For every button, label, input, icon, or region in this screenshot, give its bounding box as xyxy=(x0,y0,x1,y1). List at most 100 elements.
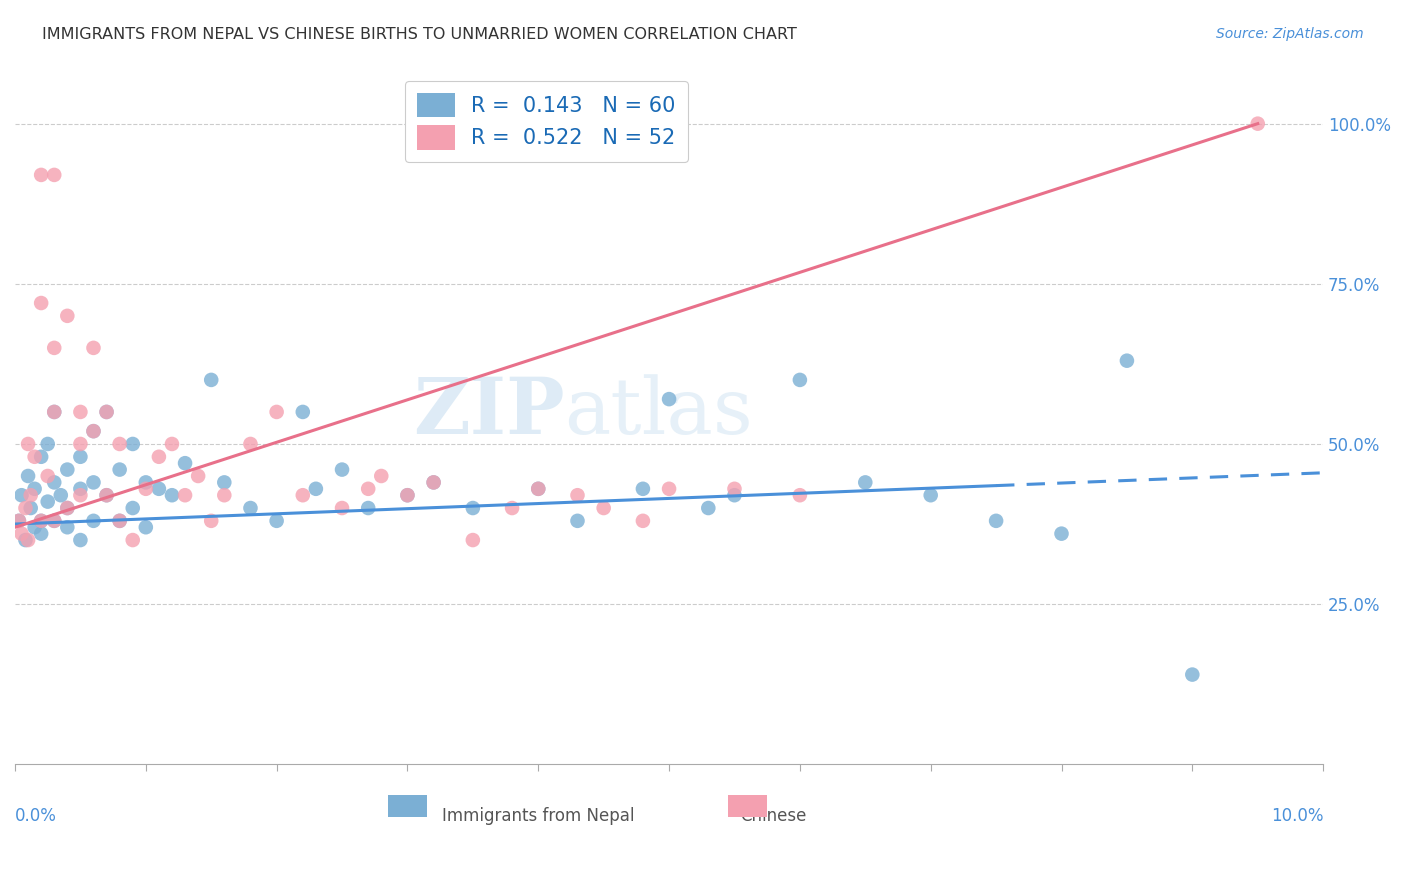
Point xyxy=(697,501,720,516)
Point xyxy=(527,482,550,496)
Point xyxy=(96,488,118,502)
Text: 10.0%: 10.0% xyxy=(1271,806,1323,824)
Point xyxy=(10,488,32,502)
Point xyxy=(82,424,104,438)
Point xyxy=(14,501,37,516)
Point xyxy=(30,514,52,528)
Text: Immigrants from Nepal: Immigrants from Nepal xyxy=(441,806,634,824)
Point xyxy=(24,520,46,534)
Point xyxy=(148,482,170,496)
Point xyxy=(723,482,745,496)
Point xyxy=(30,296,52,310)
Point xyxy=(44,514,66,528)
Point xyxy=(723,488,745,502)
Point xyxy=(187,469,209,483)
Point xyxy=(82,341,104,355)
Point xyxy=(96,405,118,419)
Text: atlas: atlas xyxy=(564,374,754,450)
Point xyxy=(200,514,222,528)
Point xyxy=(461,533,484,547)
Point xyxy=(658,392,681,406)
Point xyxy=(82,514,104,528)
Point xyxy=(96,488,118,502)
Point xyxy=(108,437,131,451)
Point xyxy=(461,501,484,516)
Point xyxy=(20,501,42,516)
Point xyxy=(37,437,59,451)
Point xyxy=(789,373,811,387)
Point xyxy=(20,488,42,502)
Point xyxy=(266,405,288,419)
Point xyxy=(422,475,444,490)
Point xyxy=(527,482,550,496)
Point xyxy=(291,405,314,419)
Point xyxy=(330,501,353,516)
Point xyxy=(370,469,392,483)
Point xyxy=(69,405,91,419)
Point xyxy=(24,450,46,464)
Point xyxy=(1181,667,1204,681)
Point xyxy=(789,488,811,502)
Point xyxy=(214,488,236,502)
Point xyxy=(592,501,614,516)
Point xyxy=(357,501,380,516)
Point xyxy=(17,437,39,451)
Point xyxy=(56,520,79,534)
Point xyxy=(49,488,72,502)
Point xyxy=(239,501,262,516)
Point xyxy=(422,475,444,490)
Point xyxy=(920,488,942,502)
Point xyxy=(56,501,79,516)
Point xyxy=(239,437,262,451)
Point xyxy=(10,526,32,541)
Point xyxy=(631,482,654,496)
Point xyxy=(160,488,183,502)
Point xyxy=(108,462,131,476)
Point xyxy=(44,405,66,419)
Point xyxy=(30,514,52,528)
Point xyxy=(214,475,236,490)
Point xyxy=(174,488,197,502)
Point xyxy=(56,501,79,516)
Point xyxy=(148,450,170,464)
Text: ZIP: ZIP xyxy=(413,374,564,450)
Point xyxy=(30,168,52,182)
Point xyxy=(37,469,59,483)
Point xyxy=(44,514,66,528)
Point xyxy=(1050,526,1073,541)
Point xyxy=(567,488,589,502)
Text: Chinese: Chinese xyxy=(741,806,807,824)
Point xyxy=(121,533,143,547)
Point xyxy=(30,526,52,541)
Point xyxy=(121,501,143,516)
Point xyxy=(121,437,143,451)
Point xyxy=(266,514,288,528)
Legend: R =  0.143   N = 60, R =  0.522   N = 52: R = 0.143 N = 60, R = 0.522 N = 52 xyxy=(405,80,689,162)
Point xyxy=(44,475,66,490)
Point xyxy=(69,450,91,464)
FancyBboxPatch shape xyxy=(728,795,768,817)
Point xyxy=(501,501,523,516)
Point xyxy=(108,514,131,528)
Point xyxy=(44,405,66,419)
Point xyxy=(1116,353,1139,368)
Point xyxy=(82,424,104,438)
Point xyxy=(135,482,157,496)
Text: IMMIGRANTS FROM NEPAL VS CHINESE BIRTHS TO UNMARRIED WOMEN CORRELATION CHART: IMMIGRANTS FROM NEPAL VS CHINESE BIRTHS … xyxy=(42,27,797,42)
Point xyxy=(305,482,328,496)
Point xyxy=(396,488,419,502)
Point xyxy=(135,475,157,490)
Point xyxy=(17,533,39,547)
Point xyxy=(7,514,30,528)
Text: Source: ZipAtlas.com: Source: ZipAtlas.com xyxy=(1216,27,1364,41)
Point xyxy=(44,168,66,182)
Point xyxy=(984,514,1007,528)
Point xyxy=(160,437,183,451)
Point xyxy=(1247,117,1270,131)
Point xyxy=(567,514,589,528)
Point xyxy=(330,462,353,476)
Point xyxy=(69,482,91,496)
Point xyxy=(82,475,104,490)
Point xyxy=(30,450,52,464)
Point xyxy=(17,469,39,483)
